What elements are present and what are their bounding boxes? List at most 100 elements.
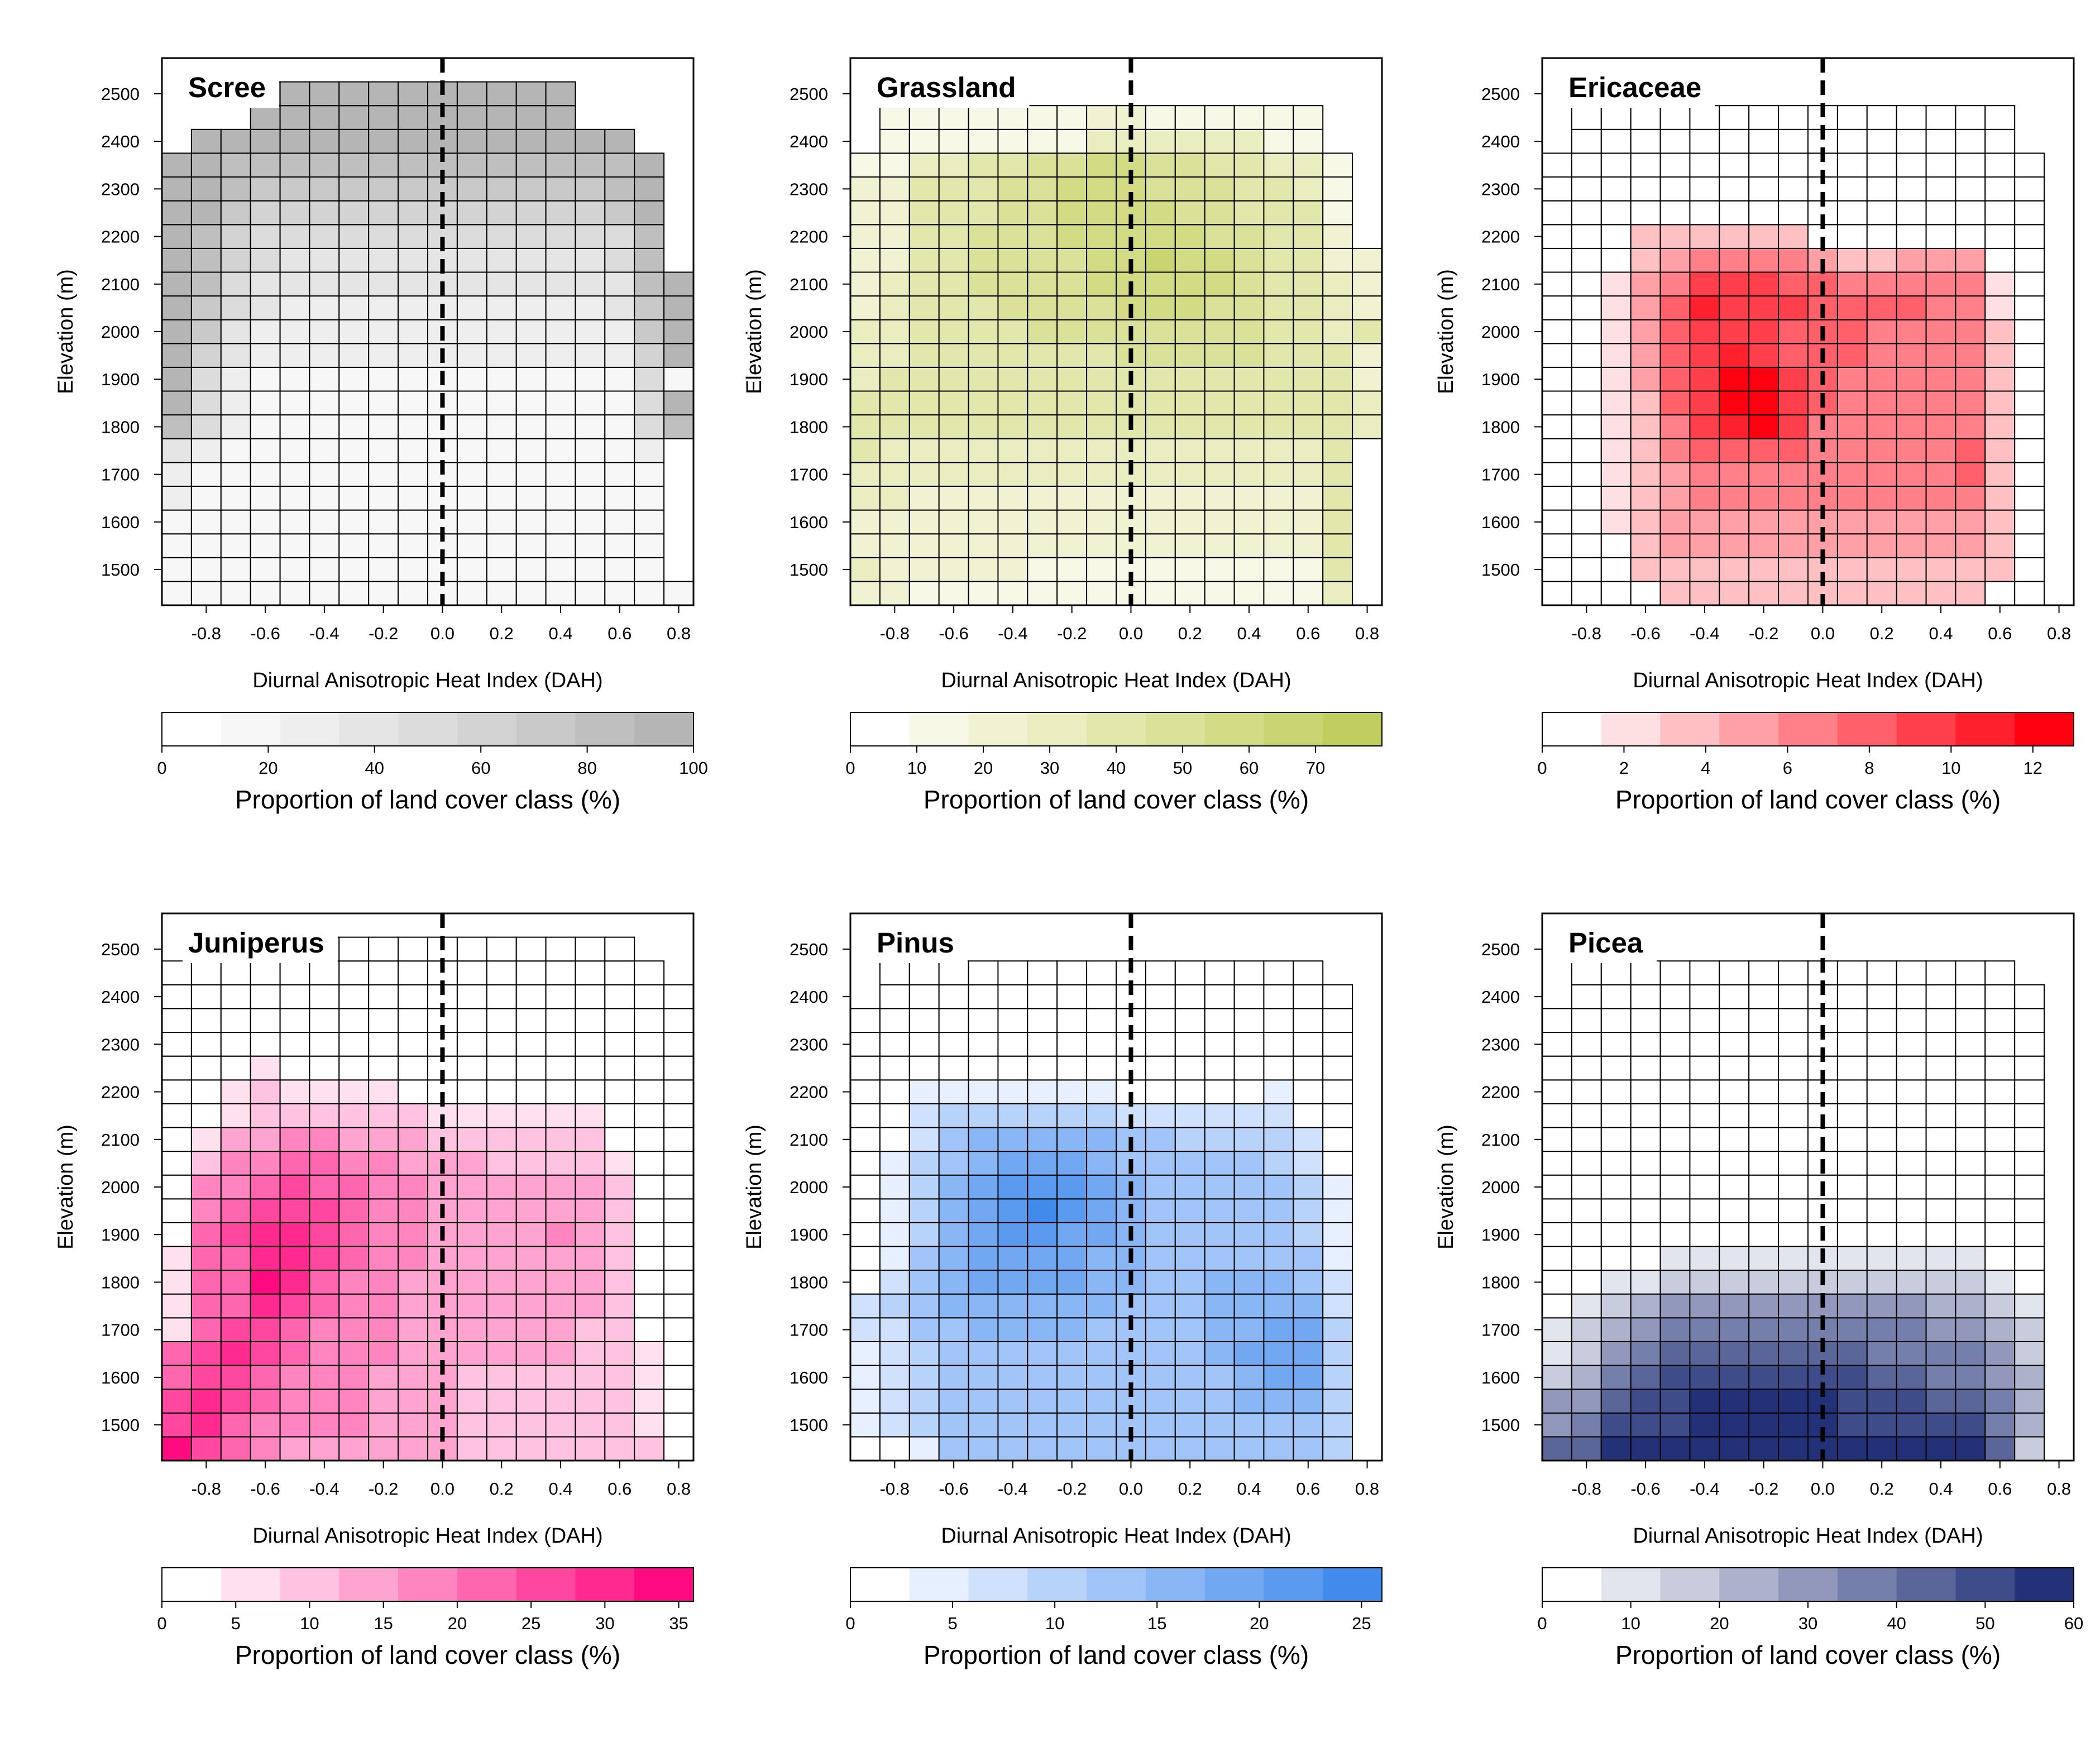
heatmap-cell — [1145, 366, 1176, 392]
heatmap-cell — [486, 1127, 517, 1152]
heatmap-cell — [1542, 1317, 1572, 1342]
heatmap-cell — [850, 343, 881, 368]
heatmap-cell — [1056, 533, 1088, 558]
heatmap-cell — [1630, 152, 1661, 178]
heatmap-cell — [1056, 343, 1088, 368]
heatmap-cell — [456, 1222, 487, 1247]
heatmap-cell — [1955, 1389, 1986, 1414]
heatmap-cell — [1086, 1127, 1117, 1152]
heatmap-cell — [309, 295, 340, 320]
heatmap-cell — [850, 176, 881, 202]
x-tick-label: -0.8 — [1572, 1479, 1601, 1499]
heatmap-cell — [1322, 1436, 1353, 1461]
heatmap-cell — [997, 390, 1029, 416]
heatmap-cell — [1866, 486, 1897, 511]
heatmap-cell — [1866, 1127, 1897, 1152]
heatmap-cell — [1352, 343, 1383, 368]
heatmap-cell — [1778, 295, 1809, 320]
heatmap-cell — [1896, 414, 1927, 439]
heatmap-cell — [1571, 152, 1602, 178]
heatmap-cell — [1174, 414, 1206, 439]
heatmap-cell — [1086, 1412, 1117, 1438]
heatmap-cell — [309, 366, 340, 392]
colorbar-tick-label: 25 — [522, 1614, 540, 1633]
heatmap-cell — [1925, 486, 1957, 511]
heatmap-cell — [997, 414, 1029, 439]
y-tick-label: 1900 — [101, 370, 140, 389]
heatmap-cell — [1659, 176, 1691, 202]
colorbar-swatch — [162, 1568, 222, 1601]
heatmap-cell — [997, 1270, 1029, 1295]
heatmap-cell — [1659, 960, 1691, 985]
y-tick-label: 2200 — [790, 227, 828, 247]
heatmap-cell — [1145, 557, 1176, 582]
heatmap-cell — [250, 1079, 281, 1104]
heatmap-cell — [1748, 1127, 1780, 1152]
heatmap-cell — [1233, 960, 1265, 985]
heatmap-cell — [1263, 1436, 1294, 1461]
colorbar-swatch — [1542, 1568, 1602, 1601]
colorbar-tick-label: 20 — [1250, 1614, 1269, 1633]
heatmap-cell — [1145, 533, 1176, 558]
heatmap-cell — [1571, 343, 1602, 368]
colorbar-swatch — [457, 712, 517, 746]
heatmap-cell — [1174, 1389, 1206, 1414]
heatmap-cell — [1836, 1317, 1868, 1342]
heatmap-cell — [1659, 1389, 1691, 1414]
heatmap-cell — [1659, 486, 1691, 511]
heatmap-cell — [575, 319, 606, 344]
heatmap-cell — [634, 295, 665, 320]
heatmap-cell — [850, 1270, 881, 1295]
heatmap-cell — [1955, 1436, 1986, 1461]
heatmap-cell — [190, 414, 222, 439]
heatmap-cell — [1630, 414, 1661, 439]
heatmap-cell — [879, 1032, 910, 1057]
heatmap-cell — [1174, 390, 1206, 416]
heatmap-cell — [1174, 1341, 1206, 1366]
heatmap-cell — [515, 581, 547, 606]
heatmap-cell — [1659, 462, 1691, 487]
heatmap-cell — [968, 984, 999, 1009]
heatmap-cell — [515, 1174, 547, 1200]
heatmap-cell — [2014, 1103, 2045, 1128]
heatmap-cell — [1293, 1198, 1324, 1223]
heatmap-cell — [1689, 1293, 1720, 1319]
colorbar-swatch — [1896, 1568, 1957, 1601]
heatmap-cell — [1719, 581, 1750, 606]
heatmap-cell — [604, 1174, 635, 1200]
heatmap-cell — [1233, 438, 1265, 463]
heatmap-cell — [968, 486, 999, 511]
colorbar-swatch — [1601, 712, 1661, 746]
heatmap-cell — [456, 414, 487, 439]
y-tick-label: 1600 — [101, 1368, 140, 1387]
heatmap-cell — [663, 1436, 694, 1461]
heatmap-cell — [1778, 1412, 1809, 1438]
heatmap-cell — [309, 984, 340, 1009]
heatmap-cell — [1233, 1389, 1265, 1414]
heatmap-cell — [968, 176, 999, 202]
heatmap-cell — [486, 1436, 517, 1461]
heatmap-cell — [250, 414, 281, 439]
heatmap-cell — [997, 152, 1029, 178]
y-tick-label: 2400 — [790, 987, 828, 1007]
heatmap-cell — [279, 1103, 310, 1128]
heatmap-cell — [1204, 1174, 1235, 1200]
heatmap-cell — [1659, 105, 1691, 130]
heatmap-cell — [456, 462, 487, 487]
heatmap-cell — [161, 557, 192, 582]
heatmap-cell — [1204, 1055, 1235, 1081]
heatmap-cell — [1984, 343, 2016, 368]
heatmap-cell — [634, 1246, 665, 1271]
heatmap-cell — [1322, 533, 1353, 558]
heatmap-cell — [1689, 271, 1720, 297]
heatmap-cell — [1778, 1436, 1809, 1461]
heatmap-cell — [338, 1222, 370, 1247]
heatmap-cell — [368, 486, 399, 511]
heatmap-cell — [1233, 176, 1265, 202]
heatmap-cell — [575, 486, 606, 511]
heatmap-cell — [545, 81, 576, 107]
heatmap-cell — [1659, 557, 1691, 582]
heatmap-cell — [908, 533, 940, 558]
heatmap-cell — [1866, 462, 1897, 487]
heatmap-cell — [1571, 1317, 1602, 1342]
